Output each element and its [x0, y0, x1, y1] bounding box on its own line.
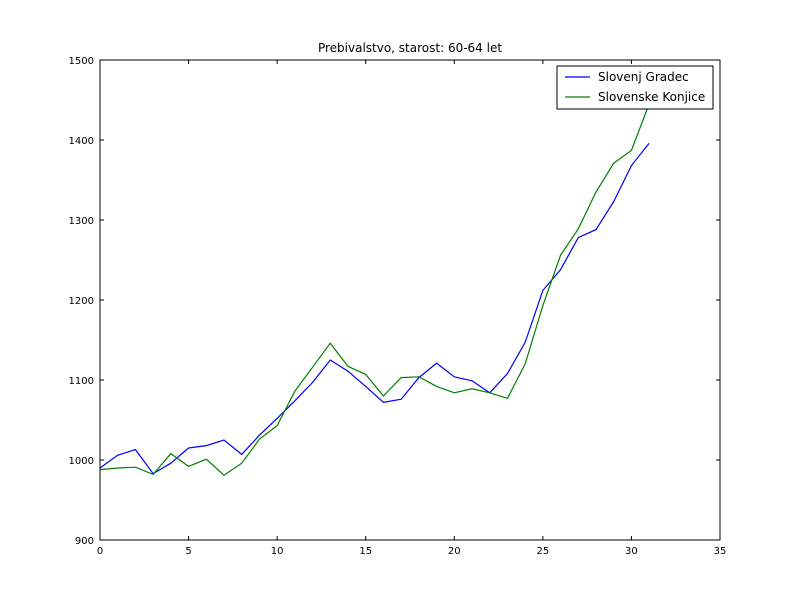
legend-label: Slovenj Gradec	[598, 70, 689, 84]
x-tick-label: 5	[185, 546, 191, 557]
x-tick-label: 25	[536, 546, 549, 557]
x-tick-label: 35	[714, 546, 727, 557]
x-tick-label: 0	[97, 546, 103, 557]
y-tick-label: 1400	[69, 136, 94, 147]
legend-box	[556, 65, 714, 110]
axis-ticks: 0 5 10 15 20 25 30 35 900 1000 1100 1200 1300 1400 150…	[69, 56, 727, 557]
y-tick-label: 1200	[69, 296, 94, 307]
y-tick-label: 1300	[69, 216, 94, 227]
x-tick-label: 15	[359, 546, 372, 557]
y-tick-label: 900	[75, 536, 94, 547]
y-tick-label: 1000	[69, 456, 94, 467]
series-line-1	[99, 142, 650, 475]
chart-title: Prebivalstvo, starost: 60-64 let	[318, 41, 502, 55]
plot-lines	[99, 103, 650, 476]
x-tick-label: 30	[625, 546, 638, 557]
y-tick-label: 1100	[69, 376, 94, 387]
y-tick-label: 1500	[69, 56, 94, 67]
x-tick-label: 10	[271, 546, 284, 557]
legend: Slovenj Gradec Slovenske Konjice	[556, 65, 714, 110]
plot-frame	[99, 59, 721, 541]
x-tick-label: 20	[448, 546, 461, 557]
series-line-2	[99, 103, 650, 476]
legend-label: Slovenske Konjice	[598, 90, 705, 104]
